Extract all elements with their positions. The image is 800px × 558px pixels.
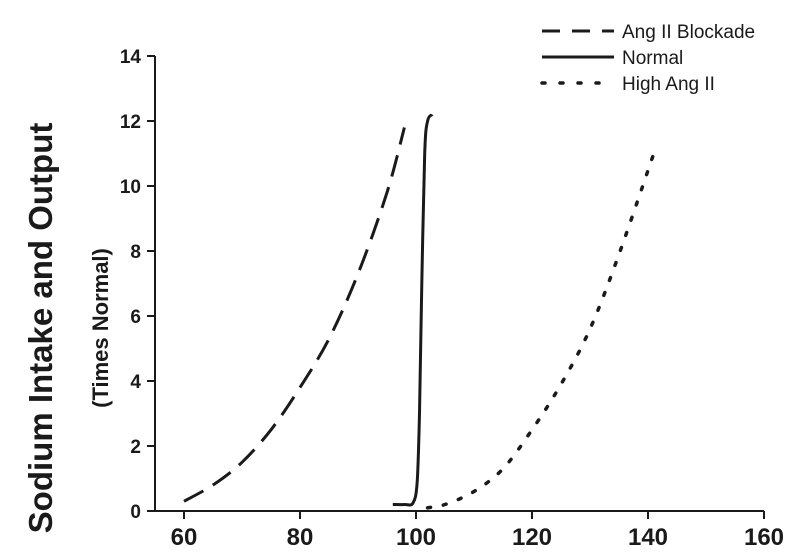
legend-label-ang-ii-blockade: Ang II Blockade	[622, 22, 755, 43]
axes: 60 80 100 120 140 160 0 2 4 6 8 10 12 14	[120, 47, 784, 551]
y-axis-subtitle: (Times Normal)	[88, 248, 113, 408]
x-tick-label: 160	[744, 524, 784, 551]
y-tick-label: 10	[120, 177, 141, 198]
y-tick-label: 12	[120, 112, 141, 133]
x-tick-label: 140	[628, 524, 668, 551]
y-tick-label: 8	[130, 242, 141, 263]
y-tick-label: 0	[130, 502, 141, 523]
y-axis-title: Sodium Intake and Output	[22, 123, 59, 534]
y-tick-label: 6	[130, 307, 141, 328]
y-tick-label: 2	[130, 437, 141, 458]
x-tick-label: 60	[171, 524, 198, 551]
series-line-normal	[392, 113, 434, 507]
series-line-ang-ii-blockade	[183, 127, 406, 503]
x-tick-label: 80	[287, 524, 314, 551]
x-tick-label: 120	[512, 524, 552, 551]
y-tick-label: 14	[120, 47, 142, 68]
y-tick-label: 4	[130, 372, 141, 393]
legend-label-high-ang-ii: High Ang II	[622, 74, 715, 95]
series-line-high-ang-ii	[425, 151, 656, 510]
x-tick-label: 100	[396, 524, 436, 551]
legend-label-normal: Normal	[622, 48, 683, 69]
legend: Ang II Blockade Normal High Ang II	[540, 22, 755, 95]
series-group	[183, 113, 656, 510]
